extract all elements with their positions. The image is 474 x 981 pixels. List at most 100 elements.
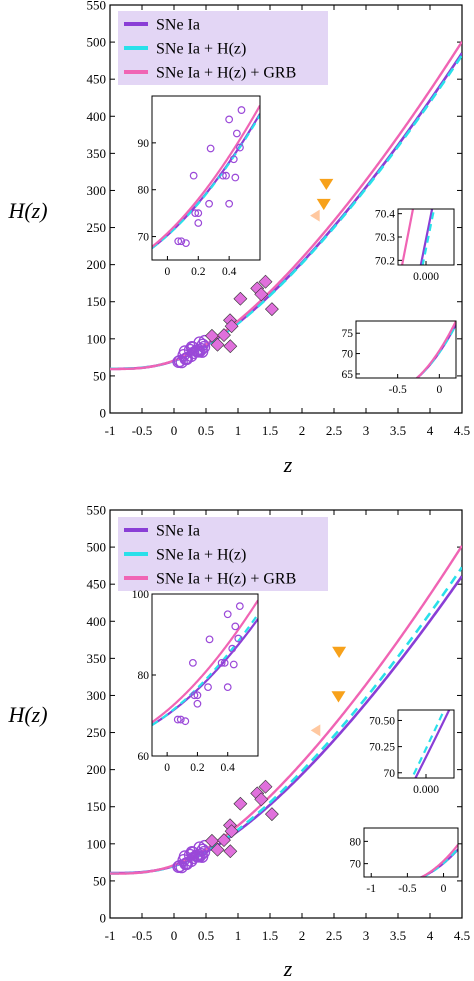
y-tick-label: 550 <box>87 0 107 13</box>
y-tick-label: 400 <box>87 614 107 629</box>
inset-sne-point <box>173 715 182 724</box>
sne-point <box>187 851 200 865</box>
sne-point <box>173 354 186 368</box>
x-tick-label: 0.5 <box>198 423 214 438</box>
y-tick-label: 100 <box>87 331 107 346</box>
hz-point <box>217 833 231 848</box>
inset-sne-point <box>176 715 185 724</box>
inset-curves <box>415 321 456 378</box>
inset-y-tick-label: 80 <box>350 836 362 848</box>
legend-background <box>118 11 328 85</box>
y-tick-label: 250 <box>87 725 107 740</box>
inset-low-z: 70 80 90 0 0.2 0.4 <box>138 95 261 278</box>
inset-x-tick-label: 0 <box>165 266 171 278</box>
inset-x-tick-label: 0 <box>441 883 447 895</box>
inset-x-tick-label: -1 <box>366 883 376 895</box>
inset-minimum: 70 80 -1 -0.5 0 <box>350 827 459 895</box>
x-tick-label: 2 <box>299 423 306 438</box>
y-tick-label: 250 <box>87 220 107 235</box>
inset-x-tick-label: 0.4 <box>222 266 237 278</box>
inset-x-tick-label: 0.2 <box>191 266 206 278</box>
inset-minimum: 65 70 75 -0.5 0 <box>342 320 457 396</box>
legend-label: SNe Ia + H(z) <box>156 41 246 58</box>
inset-sne-point <box>188 658 197 667</box>
inset-x-tick-label: -0.5 <box>398 883 416 895</box>
plot-frame <box>109 4 463 414</box>
inset-sne-point <box>236 143 244 152</box>
sne-point <box>187 341 200 354</box>
inset-frame <box>355 320 457 379</box>
hz-point <box>258 274 273 289</box>
inset-series-line-3 <box>400 209 415 265</box>
curves <box>110 40 462 371</box>
hz-point <box>223 339 238 354</box>
hz-point <box>224 319 239 334</box>
inset-sne-point <box>223 683 232 692</box>
inset-z-zero: 70 70.25 70.50 0.000 <box>369 709 455 796</box>
sne-point <box>187 846 200 859</box>
x-tick-label: -1 <box>105 928 116 943</box>
hz-point <box>254 792 269 807</box>
inset-sne-point <box>231 173 240 182</box>
inset-sne-point <box>222 171 230 180</box>
y-tick-label: 0 <box>100 406 107 421</box>
inset-series-line-3 <box>419 844 458 877</box>
y-tick-label: 450 <box>87 577 107 592</box>
inset-y-tick-label: 80 <box>138 185 150 197</box>
inset-y-tick-label: 70 <box>384 768 396 780</box>
inset-background <box>398 710 454 778</box>
x-tick-label: 0 <box>171 423 178 438</box>
inset-y-tick-label: 60 <box>138 751 150 763</box>
inset-curves <box>400 209 436 265</box>
inset-sne-point <box>181 717 190 726</box>
hz-point <box>233 796 248 811</box>
inset-sne-point <box>225 199 234 208</box>
inset-y-tick-label: 90 <box>138 138 150 150</box>
x-tick-label: 2.5 <box>326 928 342 943</box>
inset-sne-point <box>229 660 238 669</box>
inset-series-line-3 <box>152 599 258 724</box>
inset-y-tick-label: 75 <box>342 328 354 340</box>
inset-sne-point <box>205 635 214 644</box>
inset-series-line-2 <box>152 613 258 727</box>
x-tick-label: 1.5 <box>262 423 278 438</box>
inset-sne-point <box>219 171 227 180</box>
y-tick-label: 500 <box>87 540 107 555</box>
y-tick-label: 350 <box>87 651 107 666</box>
inset-sne-point <box>194 219 203 227</box>
y-tick-label: 50 <box>93 368 106 383</box>
legend: SNe Ia SNe Ia + H(z) SNe Ia + H(z) + GRB <box>118 517 328 591</box>
grb-point <box>319 178 334 191</box>
inset-sne-point <box>229 155 238 164</box>
inset-y-tick-label: 70 <box>342 349 354 361</box>
x-tick-label: 4.5 <box>454 423 470 438</box>
inset-x-tick-label: 0.4 <box>221 762 236 774</box>
x-tick-label: 4.5 <box>454 928 470 943</box>
y-tick-label: 150 <box>87 294 107 309</box>
x-tick-label: 3.5 <box>390 928 406 943</box>
inset-y-tick-label: 70 <box>350 859 362 871</box>
inset-curves <box>152 104 260 249</box>
sne-point <box>190 344 203 357</box>
inset-frame <box>363 827 459 878</box>
inset-x-tick-label: 0.2 <box>190 762 205 774</box>
hz-point <box>264 807 279 822</box>
hz-point <box>210 337 225 352</box>
inset-y-tick-label: 70.4 <box>375 209 395 221</box>
inset-y-tick-label: 70.25 <box>369 742 395 754</box>
inset-z-zero: 70.2 70.3 70.4 0.000 <box>375 208 455 283</box>
inset-series-line-2 <box>152 114 260 249</box>
x-tick-label: 0 <box>171 928 178 943</box>
series-line-3 <box>110 40 462 371</box>
x-axis-label: z <box>283 452 293 477</box>
inset-sne-point <box>193 699 202 708</box>
hz-point <box>258 779 273 794</box>
inset-series-line-1 <box>414 710 451 778</box>
series-line-3 <box>110 545 462 875</box>
x-tick-label: 2.5 <box>326 423 342 438</box>
inset-curves <box>398 710 451 778</box>
inset-sne-point <box>217 658 226 667</box>
legend-background <box>118 517 328 591</box>
grb-point <box>316 198 331 211</box>
